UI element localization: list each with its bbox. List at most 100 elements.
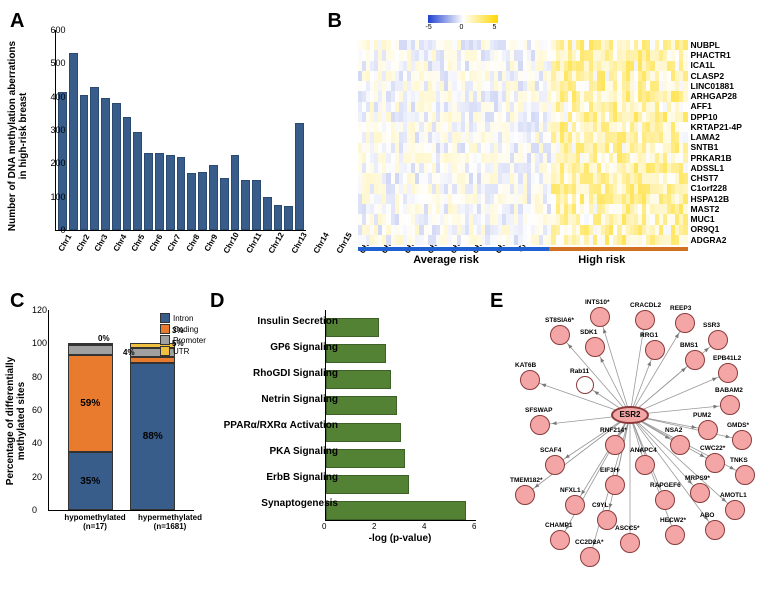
network-node	[605, 435, 625, 455]
bar-Chr13	[187, 173, 196, 230]
bar-Chr10	[155, 153, 164, 230]
center-node: ESR2	[611, 406, 649, 424]
panel-c-legend: IntronCodingPromoterUTR	[160, 313, 206, 357]
hbar-label: PPARα/RXRα Activation	[224, 420, 338, 431]
gene-label: OR9Q1	[691, 225, 742, 234]
xlabel: Chr4	[111, 233, 128, 253]
panel-a-chart	[55, 30, 306, 231]
panel-b: B -5 0 5 NUBPLPHACTR1ICA1LCLASP2LINC0188…	[328, 10, 774, 280]
callout: 4%	[123, 348, 135, 357]
gene-label: PHACTR1	[691, 51, 742, 60]
node-label: MRPS9*	[685, 475, 710, 482]
ytick: 0	[61, 225, 66, 235]
bar-Chr7	[123, 117, 132, 230]
network-node	[590, 307, 610, 327]
hbar	[326, 475, 409, 494]
xlabel: Chr13	[289, 231, 308, 255]
node-label: RRG1	[640, 332, 658, 339]
hbar-label: RhoGDI Signaling	[253, 368, 338, 379]
xlabel: Chr10	[222, 231, 241, 255]
callout: 0%	[98, 334, 110, 343]
network-node	[597, 510, 617, 530]
hbar-label: PKA Signaling	[269, 446, 338, 457]
ytick: 600	[51, 25, 66, 35]
ytick: 0	[32, 505, 37, 515]
gene-label: MUC1	[691, 215, 742, 224]
callout: 5%	[172, 339, 184, 348]
node-label: NFXL1	[560, 487, 581, 494]
ytick: 300	[51, 125, 66, 135]
gene-label: ARHGAP28	[691, 92, 742, 101]
node-label: SFSWAP	[525, 407, 552, 414]
ytick: 80	[32, 372, 42, 382]
node-label: CC2D2A*	[575, 539, 604, 546]
xlabel: Chr12	[267, 231, 286, 255]
node-label: C9YL	[592, 502, 609, 509]
network-node	[685, 350, 705, 370]
node-label: NSA2	[665, 427, 682, 434]
node-label: AMOTL1	[720, 492, 747, 499]
segment: 59%	[68, 355, 113, 452]
network-node	[698, 420, 718, 440]
network-node	[670, 435, 690, 455]
bar-Chr5	[101, 98, 110, 230]
network-node	[675, 313, 695, 333]
heatmap	[358, 40, 688, 245]
ytick: 100	[32, 338, 47, 348]
ytick: 400	[51, 92, 66, 102]
panel-a-label: A	[10, 10, 24, 33]
node-label: GMDS*	[727, 422, 749, 429]
bar-Chr14	[198, 172, 207, 230]
gene-label: CHST7	[691, 174, 742, 183]
bar-Chr11	[166, 155, 175, 230]
gene-label: AFF1	[691, 102, 742, 111]
bar-Chr21	[274, 205, 283, 230]
ytick: 500	[51, 58, 66, 68]
panel-d-xlabel: -log (p-value)	[325, 533, 475, 544]
hbar-label: Netrin Signaling	[261, 394, 338, 405]
network-node	[655, 490, 675, 510]
gene-label: HSPA12B	[691, 195, 742, 204]
bar-Chr17	[231, 155, 240, 230]
gene-label: ADSSL1	[691, 164, 742, 173]
node-label: TNKS	[730, 457, 748, 464]
network-node	[635, 455, 655, 475]
node-label: SDK1	[580, 329, 597, 336]
panel-c: C Percentage of differentially methylate…	[10, 290, 210, 590]
node-label: BABAM2	[715, 387, 743, 394]
xlabel: Chr6	[148, 233, 165, 253]
hbar-label: ErbB Signaling	[266, 472, 338, 483]
xtick: 6	[472, 522, 476, 531]
ytick: 20	[32, 472, 42, 482]
ytick: 120	[32, 305, 47, 315]
network-node	[732, 430, 752, 450]
bar-Chr18	[241, 180, 250, 230]
ytick: 200	[51, 158, 66, 168]
segment	[68, 345, 113, 355]
group-label: Average risk	[413, 254, 479, 266]
network-node	[585, 337, 605, 357]
bar-Chr15	[209, 165, 218, 230]
colorbar-mid: 0	[460, 24, 464, 31]
gene-label: ADGRA2	[691, 236, 742, 245]
network-node	[735, 465, 755, 485]
panel-d-chart	[325, 310, 476, 521]
node-label: CRACDL2	[630, 302, 661, 309]
bar-Chr4	[90, 87, 99, 230]
node-label: RNF214*	[600, 427, 627, 434]
gene-label: LAMA2	[691, 133, 742, 142]
network-node	[576, 376, 594, 394]
network-node	[635, 310, 655, 330]
gene-label: MAST2	[691, 205, 742, 214]
segment: 88%	[130, 363, 175, 510]
panel-b-label: B	[328, 10, 342, 33]
node-label: ASCC5*	[615, 525, 640, 532]
gene-label: DPP10	[691, 113, 742, 122]
network-node	[665, 525, 685, 545]
node-label: Rab11	[570, 368, 589, 375]
gene-label: CLASP2	[691, 72, 742, 81]
bar-Chr9	[144, 153, 153, 230]
hbar	[326, 501, 466, 520]
xlabel: Chr11	[244, 231, 263, 255]
node-label: BMS1	[680, 342, 698, 349]
